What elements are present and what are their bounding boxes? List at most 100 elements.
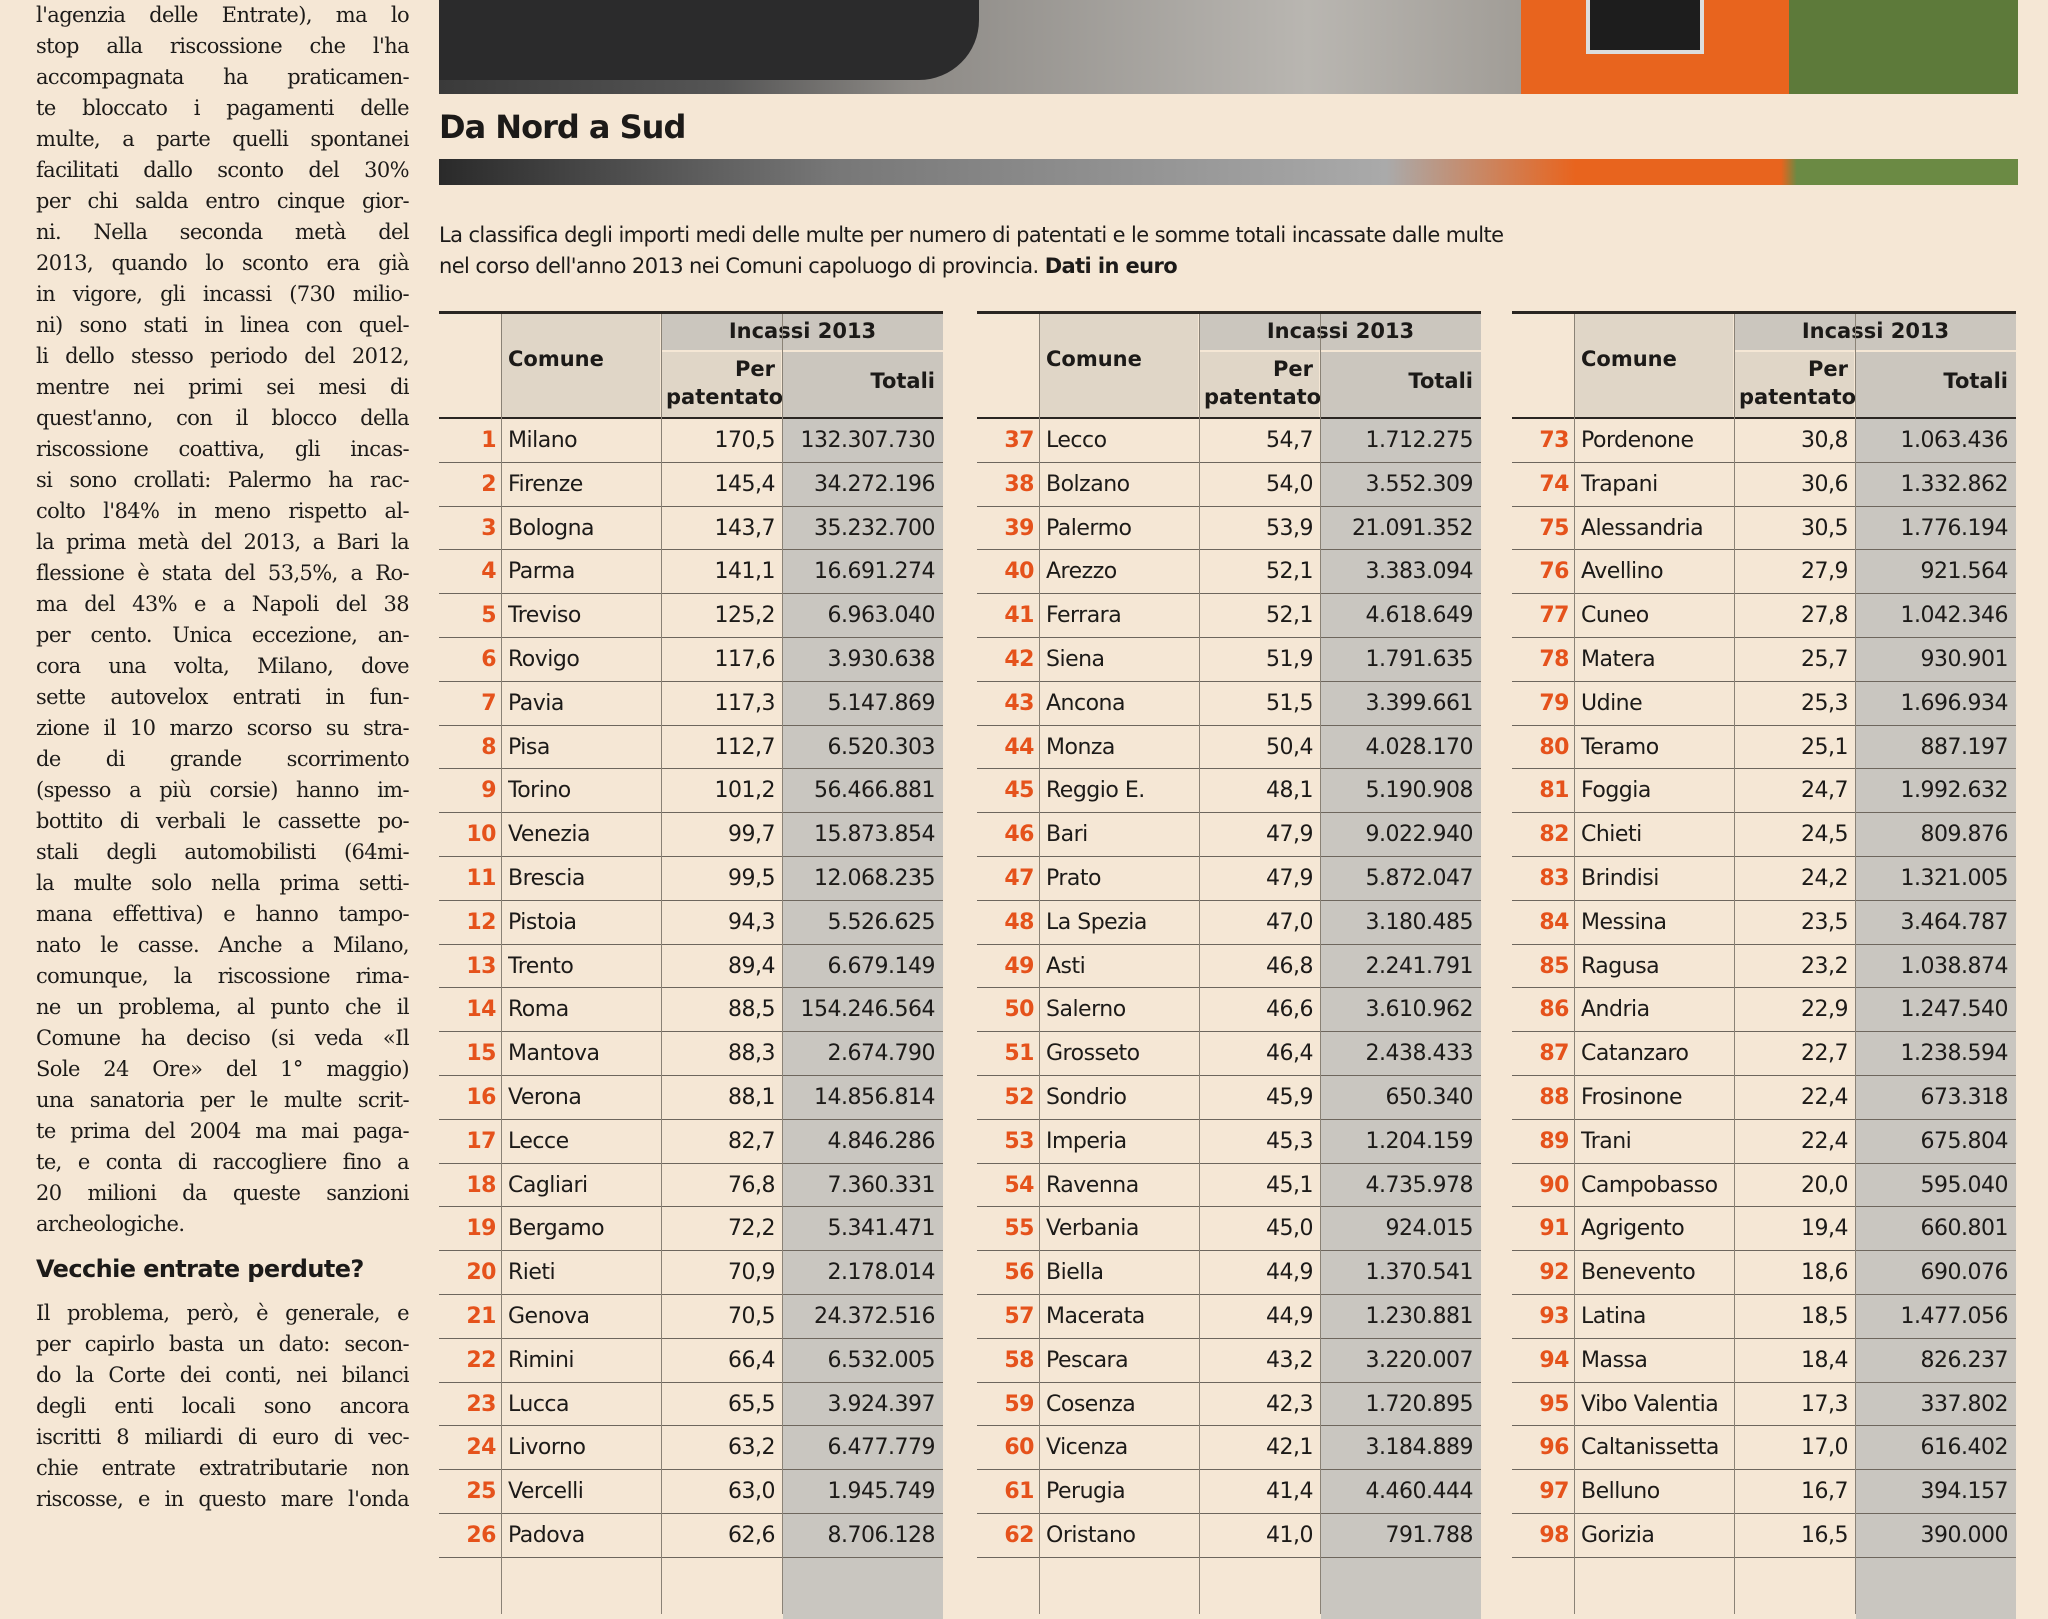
totale: 1.238.594: [1900, 1041, 2008, 1067]
totale: 16.691.274: [814, 559, 935, 585]
per-patentato: 48,1: [1266, 778, 1313, 804]
rank: 73: [1539, 428, 1569, 453]
row-rule: [439, 1031, 943, 1033]
per-patentato: 16,7: [1801, 1479, 1848, 1505]
row-rule: [1512, 768, 2016, 770]
comune: Trani: [1581, 1128, 1632, 1154]
rank: 53: [1004, 1128, 1034, 1154]
header-bg: [1575, 314, 1733, 418]
comune: Asti: [1046, 953, 1086, 979]
per-patentato: 27,8: [1801, 603, 1848, 629]
per-patentato: 70,9: [728, 1260, 775, 1286]
totale: 887.197: [1920, 734, 2008, 760]
rank: 13: [466, 953, 496, 979]
row-rule: [439, 593, 943, 595]
comune: Campobasso: [1581, 1172, 1718, 1198]
per-patentato: 117,6: [714, 647, 775, 672]
row-rule: [1512, 637, 2016, 638]
row-rule: [1512, 1513, 2016, 1514]
per-patentato: 72,2: [728, 1216, 775, 1242]
rank: 26: [466, 1523, 496, 1548]
rank: 17: [466, 1128, 496, 1154]
comune: Caltanissetta: [1581, 1435, 1719, 1461]
body-line: li dello stesso periodo del 2012,: [36, 344, 409, 368]
row-rule: [439, 1425, 943, 1427]
rank: 1: [481, 428, 496, 453]
per-patentato: 23,5: [1801, 909, 1848, 935]
totale: 3.924.397: [827, 1391, 935, 1417]
row-rule: [439, 1513, 943, 1514]
comune: Pescara: [1046, 1347, 1129, 1373]
body-line: una sanatoria per le multe scrit-: [36, 1088, 409, 1112]
per-patentato: 125,2: [714, 603, 775, 629]
rank: 90: [1539, 1172, 1569, 1198]
row-rule: [977, 593, 1481, 595]
totale: 1.696.934: [1900, 690, 2008, 716]
totale: 5.526.625: [827, 909, 935, 935]
comune: Bologna: [508, 515, 595, 541]
rank: 23: [466, 1391, 496, 1417]
body-line: ni. Nella seconda metà del: [36, 220, 409, 244]
comune: Benevento: [1581, 1260, 1696, 1286]
row-rule: [977, 1337, 1481, 1339]
body-line: te prima del 2004 ma mai paga-: [36, 1119, 409, 1143]
comune: Gorizia: [1581, 1523, 1655, 1548]
comune: Firenze: [508, 471, 583, 497]
body-line: chie entrate extratributarie non: [36, 1456, 409, 1480]
row-rule: [439, 461, 943, 463]
per-patentato: 25,1: [1801, 734, 1848, 760]
totale: 650.340: [1385, 1085, 1473, 1110]
column-header: Per patentato: [1739, 357, 1857, 409]
totale: 4.846.286: [827, 1128, 935, 1154]
row-rule: [977, 1075, 1481, 1076]
rank: 95: [1539, 1391, 1569, 1417]
per-patentato: 23,2: [1801, 953, 1848, 979]
comune: Vicenza: [1046, 1435, 1128, 1461]
per-patentato: 22,9: [1801, 997, 1848, 1023]
per-patentato: 45,1: [1266, 1172, 1313, 1198]
comune: Lecco: [1046, 428, 1107, 453]
comune: Ragusa: [1581, 953, 1660, 979]
rank: 18: [466, 1172, 496, 1198]
rank: 85: [1539, 953, 1569, 979]
totale: 1.042.346: [1900, 603, 2008, 629]
body-line: la multe solo nella prima setti-: [36, 871, 409, 895]
comune: Trento: [508, 953, 574, 979]
rank: 42: [1004, 647, 1034, 672]
per-patentato: 45,3: [1266, 1128, 1313, 1154]
per-patentato: 88,5: [728, 997, 775, 1023]
body-line: comunque, la riscossione rima-: [36, 964, 409, 988]
totale: 3.220.007: [1365, 1347, 1473, 1373]
totale: 132.307.730: [800, 428, 935, 453]
totale: 2.178.014: [827, 1260, 935, 1286]
body-line: do la Corte dei conti, nei bilanci: [36, 1363, 409, 1387]
comune: Belluno: [1581, 1479, 1660, 1505]
totale: 4.028.170: [1365, 734, 1473, 760]
comune: Genova: [508, 1304, 590, 1329]
comune: Pavia: [508, 690, 564, 716]
comune: Treviso: [508, 603, 581, 629]
totale: 5.147.869: [827, 690, 935, 716]
comune: Cosenza: [1046, 1391, 1136, 1417]
rank: 21: [466, 1304, 496, 1329]
body-line: riscossione coattiva, gli incas-: [36, 437, 409, 461]
row-rule: [977, 768, 1481, 770]
per-patentato: 50,4: [1266, 734, 1313, 760]
row-rule: [1512, 1469, 2016, 1471]
per-patentato: 44,9: [1266, 1260, 1313, 1286]
totale: 35.232.700: [814, 515, 935, 541]
body-line: si sono crollati: Palermo ha rac-: [36, 468, 409, 492]
row-rule: [1512, 943, 2016, 945]
comune: Siena: [1046, 647, 1105, 672]
totals-bg: [1856, 419, 2016, 1619]
rank: 54: [1004, 1172, 1034, 1198]
row-rule: [977, 1469, 1481, 1471]
rank: 51: [1004, 1041, 1034, 1067]
column-rule: [1574, 314, 1575, 1614]
comune: Lucca: [508, 1391, 570, 1417]
totale: 826.237: [1920, 1347, 2008, 1373]
rank: 37: [1004, 428, 1034, 453]
body-line: ni) sono stati in linea con quel-: [36, 313, 409, 337]
header-sub-bg: [662, 352, 781, 418]
totale: 4.735.978: [1365, 1172, 1473, 1198]
